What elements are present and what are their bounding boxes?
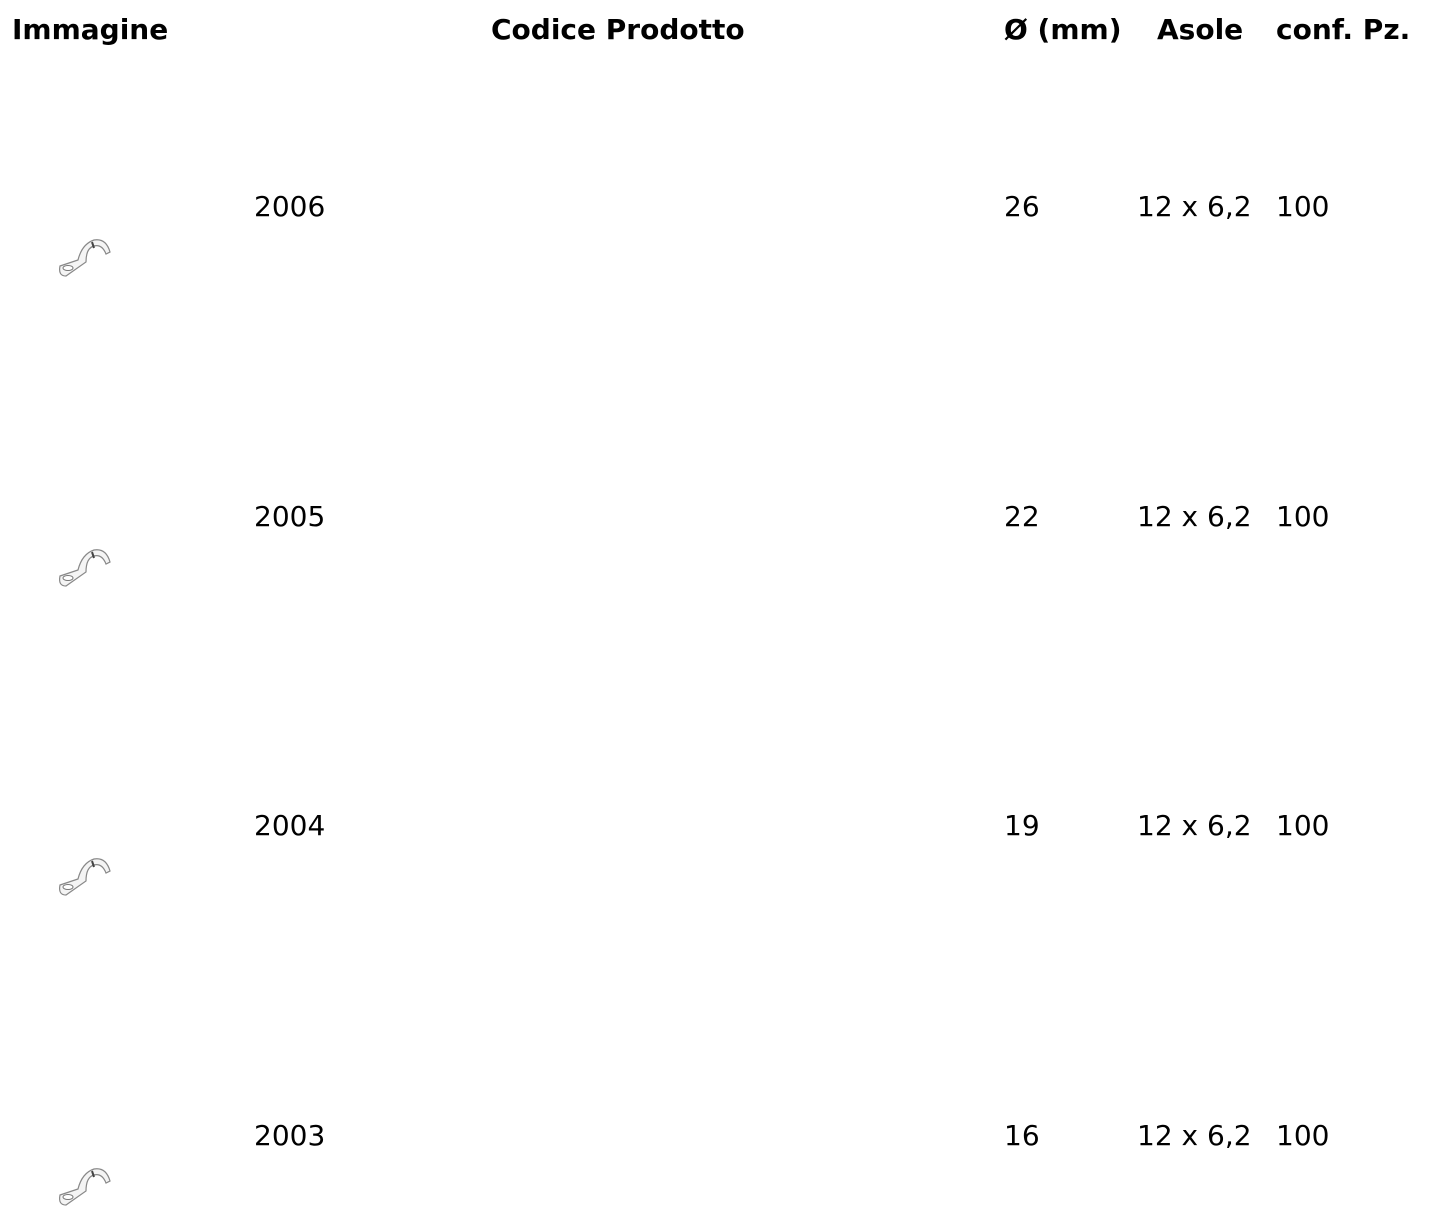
header-cell: Asole — [1157, 13, 1244, 46]
table-cell: 100 — [1276, 1119, 1330, 1153]
table-cell: 12 x 6,2 — [1137, 190, 1252, 223]
table-cell: 12 x 6,2 — [1137, 809, 1252, 843]
clamp-image — [59, 239, 111, 277]
table-cell: 2005 — [254, 499, 326, 533]
header-cell: conf. Pz. — [1276, 13, 1411, 46]
clamp-image — [59, 1168, 111, 1206]
table-cell: 26 — [1004, 190, 1040, 223]
table-cell: 100 — [1276, 499, 1330, 533]
product-image — [56, 1163, 114, 1209]
table-cell: 19 — [1004, 809, 1040, 843]
table-cell: 100 — [1276, 809, 1330, 843]
header-cell: Ø (mm) — [1004, 13, 1122, 46]
table-cell: 2003 — [254, 1119, 326, 1153]
product-image — [56, 853, 114, 899]
table-cell: 2006 — [254, 190, 326, 223]
table-cell: 2004 — [254, 809, 326, 843]
clamp-image — [59, 858, 111, 896]
header-cell: Immagine — [12, 13, 169, 46]
table-cell: 22 — [1004, 499, 1040, 533]
table-cell: 12 x 6,2 — [1137, 499, 1252, 533]
product-image — [56, 544, 114, 590]
table-cell: 12 x 6,2 — [1137, 1119, 1252, 1153]
table-cell: 100 — [1276, 190, 1330, 223]
clamp-image — [59, 548, 111, 587]
table-cell: 16 — [1004, 1119, 1040, 1153]
header-cell: Codice Prodotto — [491, 13, 745, 46]
product-image — [56, 234, 114, 280]
